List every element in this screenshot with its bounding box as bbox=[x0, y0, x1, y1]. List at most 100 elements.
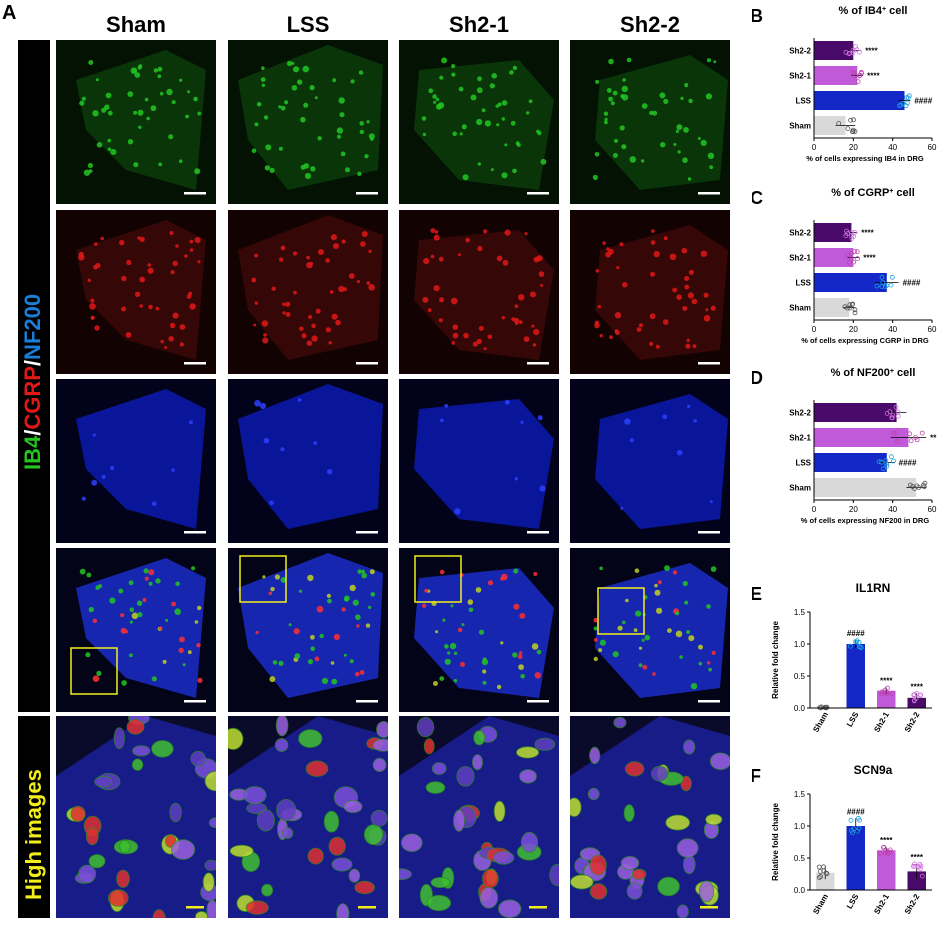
slash-label: / bbox=[20, 429, 45, 436]
bar-sham bbox=[814, 298, 850, 317]
scale-bar bbox=[184, 700, 206, 703]
scale-bar bbox=[358, 906, 376, 909]
significance-mark: **** bbox=[911, 853, 924, 862]
data-point bbox=[849, 256, 854, 262]
scale-bar bbox=[698, 192, 720, 195]
data-point bbox=[879, 689, 885, 695]
data-point bbox=[895, 413, 901, 419]
data-point bbox=[855, 79, 861, 84]
bar-sham bbox=[814, 116, 846, 135]
data-point bbox=[898, 102, 904, 108]
significance-mark: #### bbox=[899, 459, 917, 468]
cgrp-label: CGRP bbox=[20, 366, 45, 430]
scale-bar bbox=[527, 362, 549, 365]
scale-bar bbox=[698, 531, 720, 534]
data-point bbox=[917, 861, 923, 867]
data-point bbox=[919, 430, 925, 436]
data-point bbox=[884, 411, 890, 416]
scale-bar bbox=[356, 700, 378, 703]
micrograph-cgrp-sh2-1 bbox=[399, 210, 559, 374]
data-point bbox=[817, 869, 823, 874]
data-point bbox=[816, 864, 822, 870]
data-point bbox=[911, 692, 917, 697]
bar-lss bbox=[846, 826, 865, 890]
scale-bar bbox=[698, 700, 720, 703]
data-point bbox=[849, 233, 854, 238]
data-point bbox=[848, 117, 853, 123]
column-header-lss: LSS bbox=[286, 12, 330, 37]
high-images-label: High images bbox=[21, 769, 46, 900]
bar-sh2-2 bbox=[814, 403, 897, 422]
micrograph-merge-sham bbox=[56, 548, 216, 712]
data-point bbox=[851, 117, 856, 123]
category-label: Sh2-1 bbox=[872, 710, 891, 734]
data-point bbox=[816, 875, 822, 880]
slash-label: / bbox=[20, 359, 45, 367]
data-point bbox=[889, 691, 895, 696]
category-label: Sh2-2 bbox=[789, 409, 811, 418]
data-point bbox=[845, 305, 850, 311]
stain-row-label: IB4/CGRP/NF200 bbox=[20, 294, 46, 470]
bar-lss bbox=[814, 273, 887, 292]
data-point bbox=[890, 412, 896, 418]
panel-label-a: A bbox=[2, 2, 17, 24]
bar-lss bbox=[846, 644, 865, 708]
category-label: Sh2-1 bbox=[789, 434, 811, 443]
data-point bbox=[888, 282, 894, 288]
zoom-region-box bbox=[239, 555, 287, 603]
data-point bbox=[824, 871, 830, 877]
category-label: Sh2-2 bbox=[789, 47, 811, 56]
tick-label: 0.5 bbox=[794, 672, 806, 681]
tick-label: 40 bbox=[888, 143, 897, 152]
data-point bbox=[895, 439, 901, 444]
data-point bbox=[858, 645, 864, 650]
micrograph-nf200-sh2-1 bbox=[399, 379, 559, 543]
data-point bbox=[821, 864, 826, 870]
data-point bbox=[917, 692, 923, 698]
data-point bbox=[849, 302, 855, 307]
data-point bbox=[879, 274, 885, 280]
category-label: Sham bbox=[811, 711, 830, 734]
x-axis-label: % of cells expressing NF200 in DRG bbox=[801, 516, 930, 525]
tick-label: 20 bbox=[849, 505, 858, 514]
panel-label-c: C bbox=[752, 188, 763, 208]
category-label: Sham bbox=[789, 122, 811, 131]
tick-label: 0 bbox=[812, 325, 817, 334]
significance-mark: **** bbox=[911, 682, 924, 691]
data-point bbox=[854, 249, 860, 255]
tick-label: 40 bbox=[888, 325, 897, 334]
significance-mark: **** bbox=[865, 47, 878, 56]
tick-label: 60 bbox=[928, 505, 937, 514]
data-point bbox=[884, 463, 890, 469]
data-point bbox=[852, 639, 858, 645]
data-point bbox=[881, 689, 887, 695]
micrograph-cgrp-sh2-2 bbox=[570, 210, 730, 374]
data-point bbox=[852, 129, 858, 134]
data-point bbox=[911, 698, 917, 704]
data-point bbox=[907, 482, 913, 488]
category-label: LSS bbox=[845, 710, 861, 729]
significance-mark: **** bbox=[861, 229, 874, 238]
data-point bbox=[884, 685, 890, 691]
data-point bbox=[852, 310, 858, 316]
bar-sh2-1 bbox=[877, 850, 896, 890]
bar-sh2-2 bbox=[814, 223, 852, 242]
bar-sham bbox=[816, 872, 835, 890]
significance-mark: **** bbox=[880, 836, 893, 845]
scale-bar bbox=[186, 906, 204, 909]
data-point bbox=[880, 466, 886, 472]
micrograph-cgrp-sham bbox=[56, 210, 216, 374]
data-point bbox=[910, 863, 916, 869]
data-point bbox=[887, 849, 893, 855]
tick-label: 60 bbox=[928, 143, 937, 152]
tick-label: 1.0 bbox=[794, 822, 806, 831]
tick-label: 40 bbox=[888, 505, 897, 514]
chart-title: % of IB4+ cell bbox=[839, 5, 908, 17]
bar-lss bbox=[814, 91, 905, 110]
chart-cgrp: C % of CGRP+ cell Sh2-2 **** Sh2-1 **** LSS ###… bbox=[752, 187, 937, 345]
tick-label: 0.0 bbox=[794, 886, 806, 895]
data-point bbox=[891, 430, 897, 436]
scale-bar bbox=[356, 192, 378, 195]
data-point bbox=[846, 260, 852, 265]
bar-lss bbox=[814, 453, 887, 472]
